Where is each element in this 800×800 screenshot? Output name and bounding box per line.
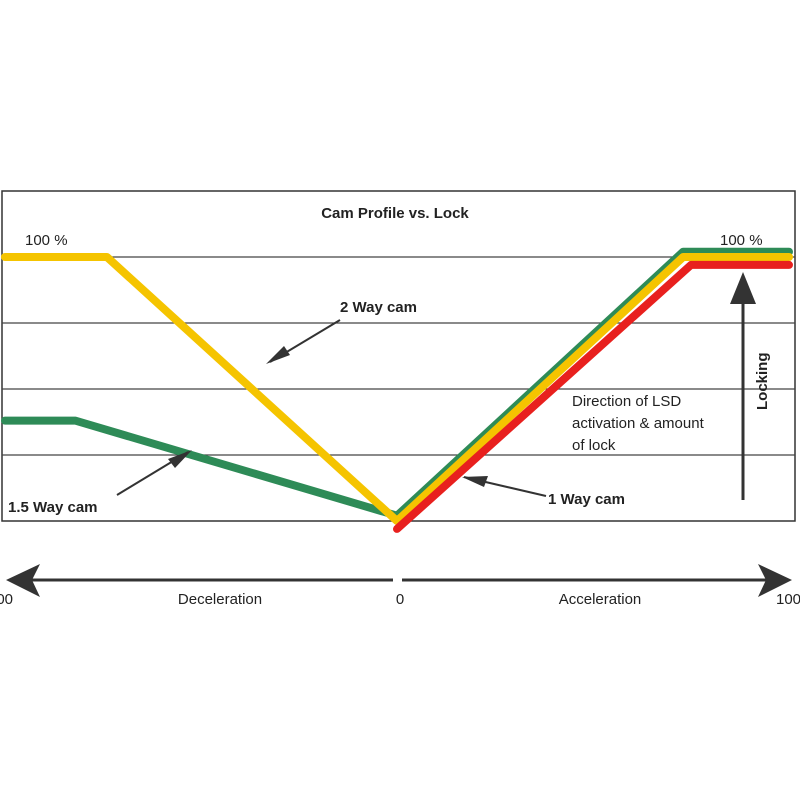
deceleration-label: Deceleration xyxy=(178,591,262,608)
arrowhead-1-5-way-cam xyxy=(168,450,192,468)
arrowhead-1-way-cam xyxy=(462,476,488,487)
arrowhead-2-way-cam xyxy=(266,346,290,364)
deceleration-arrowhead xyxy=(6,564,40,597)
direction-note-line-3: of lock xyxy=(572,437,616,454)
series-line-2-way-cam xyxy=(1,253,793,525)
series-line-1-way-cam xyxy=(393,260,793,533)
label-1-5-way-cam: 1.5 Way cam xyxy=(8,499,98,516)
plot-frame xyxy=(1,190,796,522)
label-2-way-cam: 2 Way cam xyxy=(340,299,417,316)
locking-arrow-head xyxy=(730,272,756,304)
series-lines xyxy=(1,247,793,533)
series-line-1-5-way-cam xyxy=(1,247,793,520)
direction-note-line-1: Direction of LSD xyxy=(572,393,681,410)
gridlines xyxy=(2,256,795,456)
x-tick-right: 100 xyxy=(776,591,800,608)
locking-label: Locking xyxy=(754,352,771,410)
x-tick-zero: 0 xyxy=(396,591,404,608)
x-tick-left: 100 xyxy=(0,591,13,608)
y-max-label-left: 100 % xyxy=(25,232,68,249)
y-max-label-right: 100 % xyxy=(720,232,763,249)
chart-title: Cam Profile vs. Lock xyxy=(321,205,469,222)
acceleration-label: Acceleration xyxy=(559,591,642,608)
label-1-way-cam: 1 Way cam xyxy=(548,491,625,508)
direction-note-line-2: activation & amount xyxy=(572,415,705,432)
acceleration-arrowhead xyxy=(758,564,792,597)
